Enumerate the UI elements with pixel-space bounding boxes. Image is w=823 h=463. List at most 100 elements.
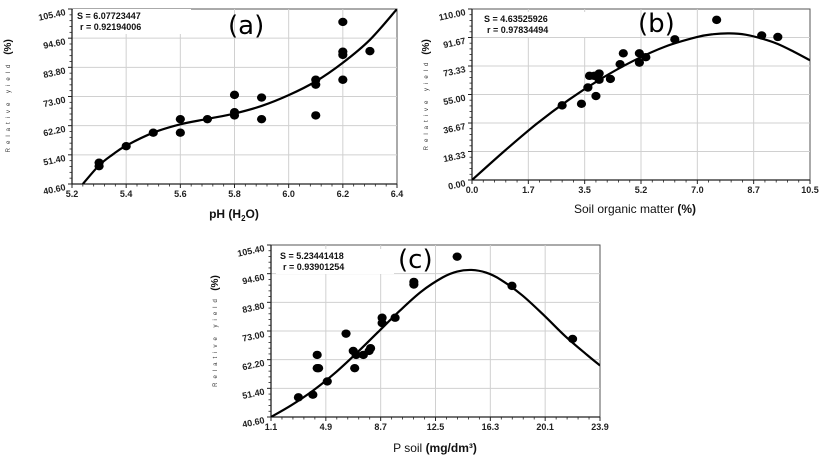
x-tick-label: 5.2	[66, 189, 79, 199]
data-point	[121, 141, 131, 151]
x-tick-label: 12.5	[427, 422, 445, 432]
stats-box	[276, 249, 394, 274]
chart-panel-b: 0.0 1.7 3.5 5.2 7.0 8.7 10.5 0.00 18.33 36.67 55.0…	[421, 7, 819, 216]
data-point	[377, 313, 387, 322]
data-point	[311, 111, 321, 120]
y-tick-label: 51.40	[241, 387, 265, 401]
x-tick-label: 4.9	[320, 422, 333, 432]
data-point	[567, 334, 578, 344]
y-axis-unit: (%)	[421, 39, 432, 55]
stat-r-value: r = 0.97834494	[487, 25, 548, 35]
y-tick-label: 36.67	[442, 121, 466, 135]
data-point	[293, 393, 304, 402]
data-point	[712, 15, 722, 25]
panel-label: (c)	[398, 245, 433, 275]
data-point	[314, 363, 324, 373]
data-point	[641, 52, 651, 62]
x-tick-label: 8.7	[747, 185, 760, 195]
stats-box	[480, 12, 598, 37]
data-point	[773, 32, 783, 42]
y-tick-label: 105.40	[236, 243, 265, 259]
data-point	[229, 90, 240, 100]
y-tick-label: 73.00	[42, 95, 66, 109]
panel-label: (a)	[228, 11, 264, 41]
data-point	[229, 111, 240, 120]
data-point	[507, 281, 517, 291]
stat-r-value: r = 0.92194006	[80, 22, 141, 32]
data-point	[312, 350, 322, 360]
data-point	[605, 74, 616, 84]
data-point	[365, 46, 375, 56]
data-point	[594, 69, 604, 78]
x-tick-label: 5.2	[635, 185, 648, 195]
y-tick-label: 55.00	[442, 93, 466, 107]
data-point	[256, 114, 267, 124]
x-tick-label: 6.0	[282, 189, 295, 199]
data-point	[576, 99, 587, 109]
y-tick-label: 110.00	[438, 7, 467, 22]
y-tick-label: 94.60	[42, 36, 66, 50]
x-tick-label: 7.0	[691, 185, 704, 195]
data-point	[338, 50, 348, 60]
y-tick-label: 40.60	[241, 415, 265, 429]
data-point	[409, 280, 419, 289]
y-tick-label: 83.80	[42, 66, 66, 80]
data-point	[365, 344, 376, 353]
data-point	[452, 252, 462, 261]
x-tick-label: 1.1	[265, 422, 278, 432]
data-point	[757, 31, 767, 40]
y-axis-unit: (%)	[3, 39, 14, 55]
y-tick-label: 73.00	[241, 329, 265, 343]
x-axis-label: P soil (mg/dm³)	[393, 441, 477, 455]
x-tick-label: 20.1	[536, 422, 554, 432]
data-point	[308, 390, 318, 399]
y-tick-label: 62.20	[42, 124, 66, 138]
data-point	[591, 91, 601, 101]
data-point	[175, 114, 185, 124]
data-point	[338, 17, 348, 27]
y-tick-label: 18.33	[442, 150, 466, 164]
x-tick-label: 5.6	[174, 189, 187, 199]
y-tick-label: 62.20	[241, 358, 265, 372]
y-tick-label: 94.60	[241, 272, 265, 286]
x-tick-label: 23.9	[591, 422, 609, 432]
x-tick-label: 5.8	[228, 189, 241, 199]
stat-s-value: S = 6.07723447	[77, 11, 141, 21]
x-tick-label: 16.3	[482, 422, 500, 432]
y-axis-unit: (%)	[210, 275, 221, 291]
y-tick-label: 40.60	[42, 182, 66, 196]
data-point	[634, 58, 644, 67]
data-point	[148, 128, 158, 137]
y-tick-label: 51.40	[42, 153, 66, 167]
y-tick-label: 105.40	[37, 7, 66, 23]
data-point	[175, 128, 185, 137]
y-axis-label: Relative yield	[424, 59, 430, 151]
fit-curve	[271, 268, 600, 417]
stat-s-value: S = 4.63525926	[484, 14, 548, 24]
fit-curve	[82, 9, 397, 184]
data-point	[583, 83, 593, 92]
data-point	[202, 114, 213, 124]
chart-panel-a: 5.2 5.4 5.6 5.8 6.0 6.2 6.4 40.60 51.40 62.20 73.0…	[3, 7, 403, 223]
x-axis-label: Soil organic matter (%)	[574, 202, 696, 216]
data-point	[351, 350, 361, 360]
data-point	[322, 377, 332, 386]
fit-curve	[472, 32, 810, 180]
data-point	[670, 35, 680, 44]
x-tick-label: 8.7	[374, 422, 387, 432]
data-point	[557, 101, 567, 110]
data-point	[594, 75, 604, 84]
x-tick-label: 1.7	[522, 185, 535, 195]
y-tick-label: 83.80	[241, 301, 265, 315]
x-tick-label: 6.4	[391, 189, 404, 199]
y-axis-label: Relative yield	[213, 295, 219, 387]
x-tick-label: 10.5	[801, 185, 819, 195]
data-point	[256, 93, 267, 102]
y-tick-label: 91.67	[442, 36, 466, 50]
data-point	[94, 161, 104, 171]
y-tick-label: 0.00	[447, 178, 466, 191]
y-tick-label: 73.33	[442, 64, 466, 78]
data-point	[338, 75, 348, 84]
stats-box	[73, 9, 191, 34]
